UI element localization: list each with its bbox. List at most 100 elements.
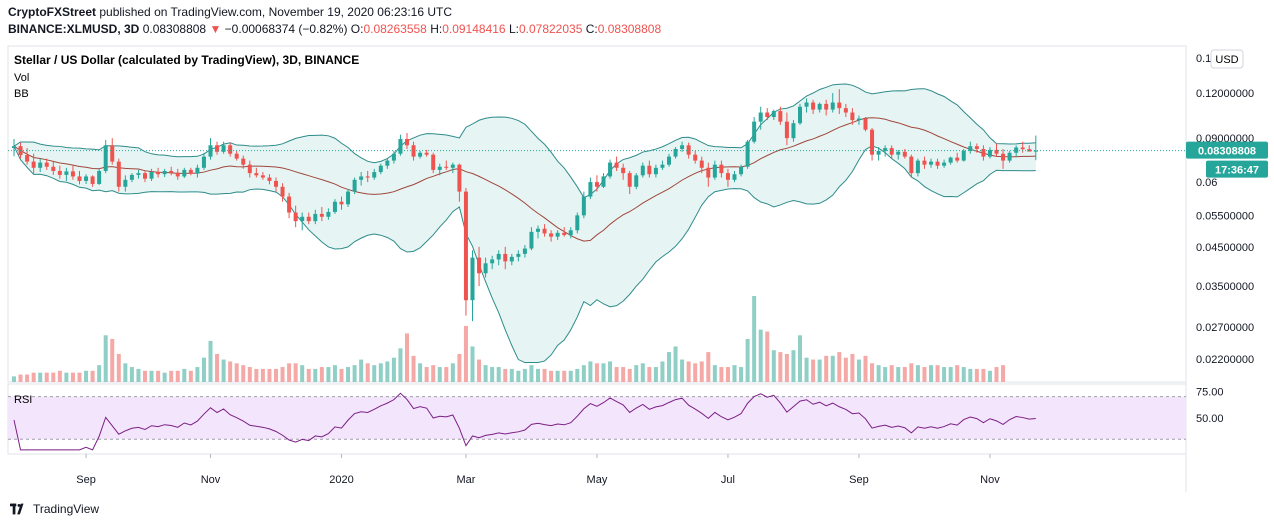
volume-bar xyxy=(647,367,652,382)
candle-body xyxy=(267,177,272,181)
candle xyxy=(883,145,888,157)
candle-body xyxy=(418,152,423,157)
volume-bar xyxy=(477,359,482,382)
publisher-name[interactable]: CryptoFXStreet xyxy=(8,5,97,19)
candle-body xyxy=(817,103,822,110)
candle-body xyxy=(44,162,49,167)
volume-bar xyxy=(313,368,318,382)
volume-bar xyxy=(90,370,95,382)
candle-body xyxy=(149,172,154,179)
volume-bar xyxy=(25,374,30,382)
volume-bar xyxy=(771,350,776,382)
volume-bar xyxy=(745,339,750,382)
volume-bar xyxy=(837,352,842,382)
volume-bar xyxy=(143,370,147,382)
candle xyxy=(765,108,770,121)
volume-bar xyxy=(758,329,763,382)
volume-bar xyxy=(215,353,220,382)
volume-bar xyxy=(725,367,730,382)
candle xyxy=(424,149,429,157)
candle-body xyxy=(359,176,364,180)
candle-body xyxy=(634,175,639,187)
volume-bar xyxy=(673,346,678,382)
candle-body xyxy=(778,111,783,122)
close-label: C: xyxy=(585,22,598,36)
volume-bar xyxy=(712,365,717,382)
candle xyxy=(778,106,783,125)
volume-bar xyxy=(987,370,992,382)
candle-body xyxy=(1033,150,1038,152)
volume-bar xyxy=(457,353,462,382)
low-value: 0.07822035 xyxy=(518,22,583,36)
open-label: O: xyxy=(350,22,364,36)
candle-body xyxy=(300,216,305,222)
candle xyxy=(817,102,822,113)
candle xyxy=(378,163,383,175)
volume-bar xyxy=(293,363,298,382)
volume-bar xyxy=(267,368,272,382)
candle xyxy=(863,117,868,132)
volume-bar xyxy=(542,368,547,382)
volume-bar xyxy=(319,367,324,382)
candle-body xyxy=(667,156,671,165)
tradingview-logo-icon[interactable] xyxy=(10,503,28,515)
volume-bar xyxy=(581,365,586,382)
volume-bar xyxy=(64,372,69,382)
volume-bar xyxy=(981,368,986,382)
legend-vol[interactable]: Vol xyxy=(14,72,29,84)
volume-bar xyxy=(870,363,875,382)
candle xyxy=(961,148,966,162)
volume-bar xyxy=(169,370,174,382)
currency-button-bg[interactable] xyxy=(1210,49,1244,69)
time-tick-label: Sep xyxy=(849,474,869,486)
price-chart[interactable]: 0.10.120000000.090000000.060.055000000.0… xyxy=(0,40,1274,495)
footer-brand[interactable]: TradingView xyxy=(33,502,100,516)
candle-body xyxy=(719,164,724,174)
candle xyxy=(470,250,475,322)
candle-body xyxy=(647,165,652,175)
volume-bar xyxy=(994,367,999,382)
candle xyxy=(70,165,75,180)
candle xyxy=(987,147,992,159)
candle-body xyxy=(12,146,16,149)
candle xyxy=(450,162,455,174)
candle xyxy=(372,168,377,180)
candle xyxy=(909,154,914,178)
candle xyxy=(745,139,750,169)
candle-body xyxy=(372,172,377,178)
candle xyxy=(175,168,180,180)
candle xyxy=(313,209,318,225)
candle xyxy=(31,153,36,174)
candle xyxy=(791,120,796,142)
candle-body xyxy=(444,166,449,168)
candle-body xyxy=(136,173,141,175)
candle-body xyxy=(90,176,95,184)
volume-bar xyxy=(352,365,357,382)
candle-body xyxy=(70,171,75,177)
candle-body xyxy=(961,150,966,161)
candle xyxy=(699,156,704,174)
price-tick-label: 0.05500000 xyxy=(1196,210,1254,222)
candle xyxy=(208,138,213,160)
candle xyxy=(784,112,789,146)
candle-body xyxy=(247,164,252,174)
candle xyxy=(123,175,128,192)
volume-bar xyxy=(346,367,351,382)
candle xyxy=(608,159,613,179)
volume-bar xyxy=(784,353,789,382)
candle xyxy=(352,177,357,195)
legend-rsi[interactable]: RSI xyxy=(14,394,32,406)
candle-body xyxy=(339,201,344,205)
candle-body xyxy=(77,176,82,181)
currency-button[interactable]: USD xyxy=(1210,49,1244,69)
candle-body xyxy=(974,146,979,149)
volume-bar xyxy=(536,368,540,382)
candle-body xyxy=(228,145,233,154)
volume-bar xyxy=(1001,365,1006,382)
currency-button-label[interactable]: USD xyxy=(1215,54,1238,66)
candle-body xyxy=(588,182,593,197)
rsi-tick-label: 75.00 xyxy=(1196,386,1224,398)
legend-bb[interactable]: BB xyxy=(14,88,29,100)
candle xyxy=(588,177,593,200)
volume-bar xyxy=(549,370,554,382)
